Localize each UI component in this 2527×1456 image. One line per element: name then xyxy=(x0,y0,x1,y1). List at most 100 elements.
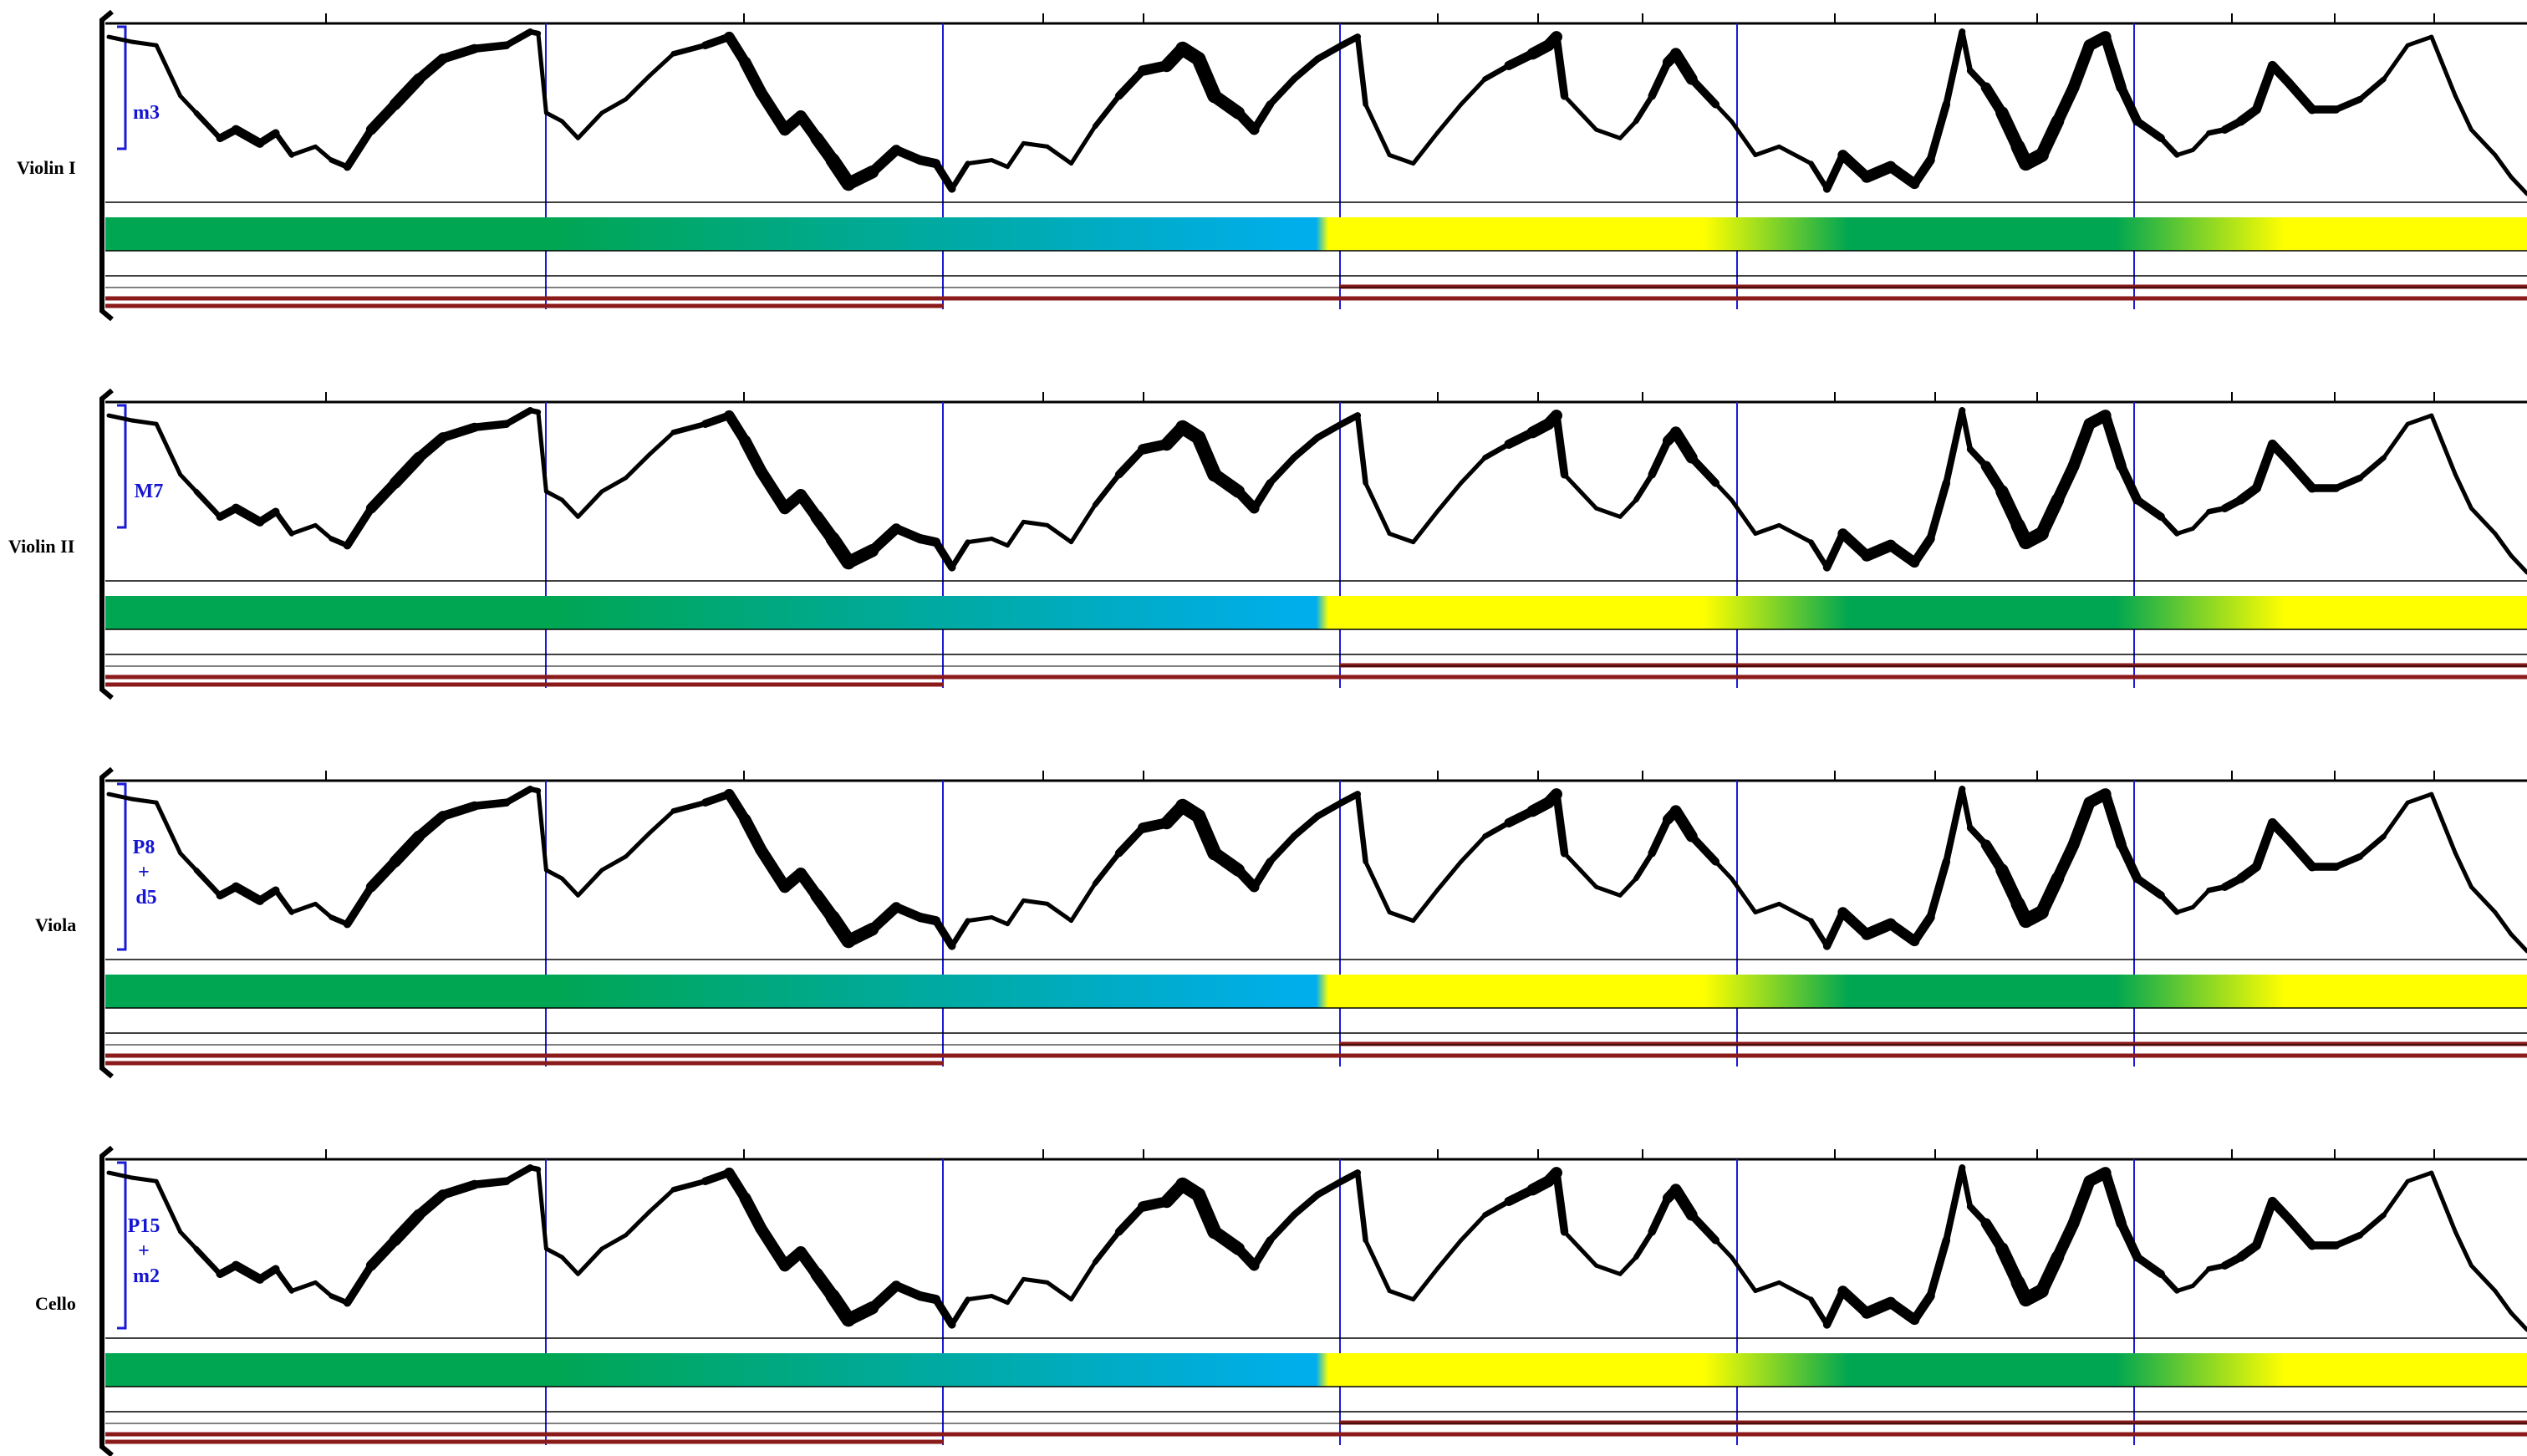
barlines xyxy=(545,23,2135,309)
contour-segment xyxy=(2067,418,2096,472)
contour-segment xyxy=(273,130,295,158)
contour-segment xyxy=(1578,1246,1599,1268)
contour-segment xyxy=(949,160,971,192)
contour-segment xyxy=(2251,60,2277,115)
contour-segment xyxy=(1434,102,1464,135)
contour-segment xyxy=(2035,1250,2065,1298)
staff-cello: Cello P15 + m2 xyxy=(35,1145,2527,1456)
contour-segment xyxy=(1092,1229,1122,1265)
contour-segment xyxy=(2132,496,2165,522)
contour-segment xyxy=(1618,1255,1638,1276)
contour-segment xyxy=(1822,150,1847,193)
contour-segment xyxy=(2332,853,2364,870)
contour-segment xyxy=(1363,102,1376,124)
contour-segment xyxy=(1648,58,1672,100)
staff-brace xyxy=(99,388,114,700)
contour-segment xyxy=(1387,1289,1416,1302)
contour-segment xyxy=(106,1170,135,1180)
contour-segment xyxy=(1926,1236,1951,1301)
contour-segment xyxy=(1005,898,1026,927)
contour-segment xyxy=(2174,147,2195,157)
contour-segment xyxy=(1363,859,1376,881)
timbre-band xyxy=(105,596,2527,629)
contour-segment xyxy=(1594,506,1623,519)
instrument-label: Violin II xyxy=(8,536,74,557)
contour-segment xyxy=(154,43,183,99)
melodic-contour xyxy=(106,407,2527,575)
contour-segment xyxy=(559,876,580,898)
interval-label: M7 xyxy=(135,481,164,502)
contour-segment xyxy=(1688,1210,1720,1245)
contour-segment xyxy=(256,886,280,905)
contour-segment xyxy=(949,539,971,571)
contour-segment xyxy=(343,1261,375,1307)
contour-segment xyxy=(1387,910,1416,924)
contour-segment xyxy=(1092,93,1122,130)
staff-brace xyxy=(99,766,114,1079)
contour-segment xyxy=(2132,117,2165,143)
contour-segment xyxy=(2405,1170,2434,1184)
contour-segment xyxy=(289,522,318,536)
contour-segment xyxy=(438,422,480,442)
contour-segment xyxy=(1729,119,1758,157)
contour-segment xyxy=(2284,1214,2317,1250)
contour-segment xyxy=(575,489,604,519)
contour-segment xyxy=(313,1280,334,1299)
contour-segment xyxy=(1250,858,1275,891)
contour-segment xyxy=(755,86,791,136)
contour-segment xyxy=(1021,1276,1050,1285)
contour-segment xyxy=(2356,833,2387,860)
contour-segment xyxy=(193,488,223,520)
contour-segment xyxy=(647,1187,676,1214)
contour-segment xyxy=(2051,460,2080,507)
contour-segment xyxy=(1045,522,1073,545)
contour-segment xyxy=(2493,153,2514,180)
contour-segment xyxy=(1618,876,1638,898)
contour-segment xyxy=(1290,812,1322,840)
contour-segment xyxy=(1354,1169,1368,1244)
contour-segment xyxy=(1459,1213,1487,1243)
contour-segment xyxy=(536,1167,548,1251)
contour-segment xyxy=(2117,840,2142,883)
contour-segment xyxy=(389,451,425,489)
contour-segment xyxy=(1250,100,1275,134)
contour-segment xyxy=(256,129,280,148)
contour-segment xyxy=(536,31,548,115)
contour-segment xyxy=(2158,135,2180,158)
contour-segment xyxy=(543,110,564,124)
contour-segment xyxy=(1266,75,1297,108)
contour-segment xyxy=(965,158,994,166)
contour-segment xyxy=(178,472,199,494)
timbre-band xyxy=(105,217,2527,251)
contour-segment xyxy=(931,537,956,572)
contour-segment xyxy=(989,158,1010,170)
contour-segment xyxy=(1909,534,1935,568)
contour-segment xyxy=(536,410,548,494)
contour-segment xyxy=(1338,412,1362,428)
contour-segment xyxy=(2174,1283,2195,1293)
contour-segment xyxy=(2468,1263,2498,1293)
contour-segment xyxy=(1250,479,1275,512)
staff-viola: Viola P8 + d5 xyxy=(35,766,2527,1079)
contour-segment xyxy=(273,1265,295,1294)
contour-segment xyxy=(2132,874,2165,900)
contour-segment xyxy=(931,1295,956,1329)
contour-segment xyxy=(1290,1191,1322,1219)
contour-segment xyxy=(2158,893,2180,915)
interval-bracket xyxy=(117,1161,127,1330)
contour-segment xyxy=(1713,859,1734,881)
contour-segment xyxy=(1713,481,1734,502)
contour-segment xyxy=(1753,522,1781,536)
contour-segment xyxy=(2158,1271,2180,1294)
contour-segment xyxy=(154,421,183,477)
contour-segment xyxy=(1729,876,1758,914)
contour-segment xyxy=(1822,529,1847,572)
contour-segment xyxy=(273,508,295,537)
contour-segment xyxy=(1266,454,1297,486)
contour-segment xyxy=(1713,1238,1734,1260)
contour-segment xyxy=(1411,888,1439,924)
contour-segment xyxy=(624,452,652,481)
contour-segment xyxy=(1068,502,1098,545)
contour-segment xyxy=(2158,514,2180,537)
timbre-band xyxy=(105,1353,2527,1387)
